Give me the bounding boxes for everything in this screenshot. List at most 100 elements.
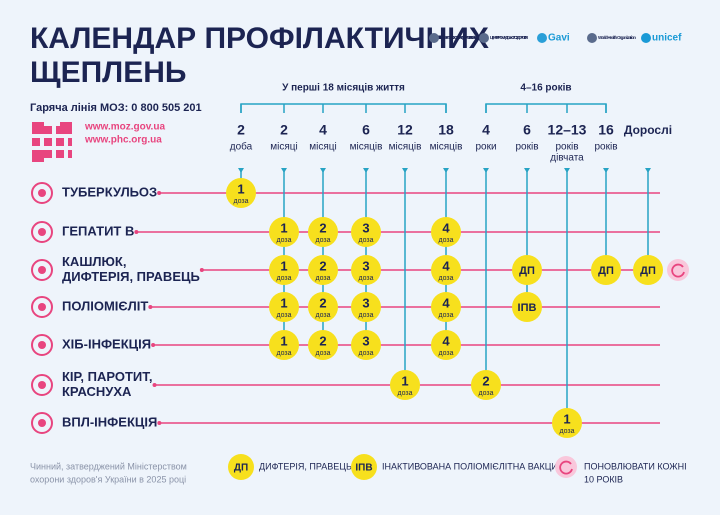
column-sub: місяців	[350, 142, 383, 153]
dose	[552, 408, 582, 438]
column-sub: роки	[475, 142, 496, 153]
row-icon	[31, 182, 53, 204]
url: www.phc.org.ua	[84, 135, 162, 146]
dose	[308, 330, 338, 360]
row-line-dot	[152, 383, 157, 387]
dose	[308, 255, 338, 285]
legend-text: 10 РОКІВ	[584, 474, 623, 484]
dose-number: 3	[362, 295, 369, 310]
dose-unit: доза	[438, 312, 453, 319]
qr-cell	[32, 142, 36, 146]
row-label: ХІБ-ІНФЕКЦІЯ	[62, 336, 151, 351]
dose	[351, 330, 381, 360]
dose-number: 4	[442, 258, 450, 273]
qr-cell	[40, 122, 44, 126]
qr-cell	[64, 122, 68, 126]
legend-text: ІНАКТИВОВАНА ПОЛІОМІЄЛІТНА ВАКЦИНА	[382, 461, 570, 471]
column-sub: років	[594, 142, 617, 153]
qr-cell	[56, 150, 60, 154]
qr-cell	[44, 142, 48, 146]
dose-number: 1	[280, 295, 287, 310]
qr-cell	[48, 130, 52, 134]
column-arrow	[603, 168, 609, 173]
row-line-dot	[199, 268, 204, 272]
url: www.moz.gov.ua	[84, 122, 165, 133]
column-top: 6	[523, 122, 531, 138]
dose	[633, 255, 663, 285]
legend-key-bg	[228, 454, 254, 480]
dose-unit: доза	[438, 350, 453, 357]
dose-code: ІПВ	[518, 302, 537, 314]
dose	[269, 255, 299, 285]
column-top: 18	[438, 122, 454, 138]
row-label: ТУБЕРКУЛЬОЗ	[62, 184, 157, 199]
dose-number: 3	[362, 333, 369, 348]
footnote: Чинний, затверджений Міністерством	[30, 461, 187, 471]
dose	[269, 292, 299, 322]
dose-number: 1	[563, 411, 570, 426]
row-icon-core	[38, 341, 46, 349]
qr-cell	[68, 154, 72, 158]
dose	[351, 255, 381, 285]
dose-number: 3	[362, 258, 369, 273]
refresh-bg	[667, 259, 689, 281]
qr-cell	[68, 150, 72, 154]
column-arrow	[564, 168, 570, 173]
qr-cell	[48, 126, 52, 130]
dose-number: 2	[482, 373, 489, 388]
qr-cell	[60, 126, 64, 130]
dose-number: 2	[319, 258, 326, 273]
dose-unit: доза	[358, 275, 373, 282]
dose	[591, 255, 621, 285]
logo-icon	[537, 33, 547, 43]
dose	[471, 370, 501, 400]
title: ЩЕПЛЕНЬ	[30, 56, 186, 89]
footnote: охорони здоров'я України в 2025 році	[30, 474, 186, 484]
qr-cell	[48, 138, 52, 142]
dose-number: 4	[442, 333, 450, 348]
qr-cell	[36, 150, 40, 154]
column-sub: місяців	[389, 142, 422, 153]
legend-text: ПОНОВЛЮВАТИ КОЖНІ	[584, 461, 687, 471]
row-icon-core	[38, 419, 46, 427]
qr-cell	[68, 122, 72, 126]
logo-text: unicef	[652, 33, 682, 44]
qr-cell	[44, 130, 48, 134]
legend-key: ІПВ	[355, 463, 372, 474]
row-icon	[31, 221, 53, 243]
row-icon-core	[38, 266, 46, 274]
column-sub: місяці	[270, 142, 297, 153]
column-arrow	[443, 168, 449, 173]
row-icon	[31, 259, 53, 281]
row-line-dot	[157, 421, 162, 425]
dose-unit: доза	[276, 312, 291, 319]
column-top: 2	[280, 122, 288, 138]
dose-unit: доза	[438, 275, 453, 282]
qr-cell	[56, 142, 60, 146]
qr-cell	[36, 130, 40, 134]
qr-cell	[56, 154, 60, 158]
column-top: 16	[598, 122, 614, 138]
dose-number: 1	[280, 220, 287, 235]
title: КАЛЕНДАР ПРОФІЛАКТИЧНИХ	[30, 22, 489, 55]
dose-unit: доза	[276, 350, 291, 357]
qr-cell	[68, 130, 72, 134]
logo-icon	[641, 33, 651, 43]
dose-number: 1	[280, 333, 287, 348]
dose-number: 2	[319, 295, 326, 310]
qr-cell	[44, 138, 48, 142]
dose-number: 1	[280, 258, 287, 273]
dose-unit: доза	[358, 237, 373, 244]
dose-unit: доза	[315, 350, 330, 357]
qr-cell	[68, 126, 72, 130]
logo-text: Gavi	[548, 33, 570, 44]
dose-unit: доза	[276, 237, 291, 244]
column-arrow	[524, 168, 530, 173]
qr-cell	[48, 150, 52, 154]
column-sub: років	[515, 142, 538, 153]
legend-text: ДИФТЕРІЯ, ПРАВЕЦЬ	[259, 461, 352, 471]
dose-unit: доза	[233, 198, 248, 205]
dose	[226, 178, 256, 208]
dose-unit: доза	[315, 275, 330, 282]
column-top: 6	[362, 122, 370, 138]
